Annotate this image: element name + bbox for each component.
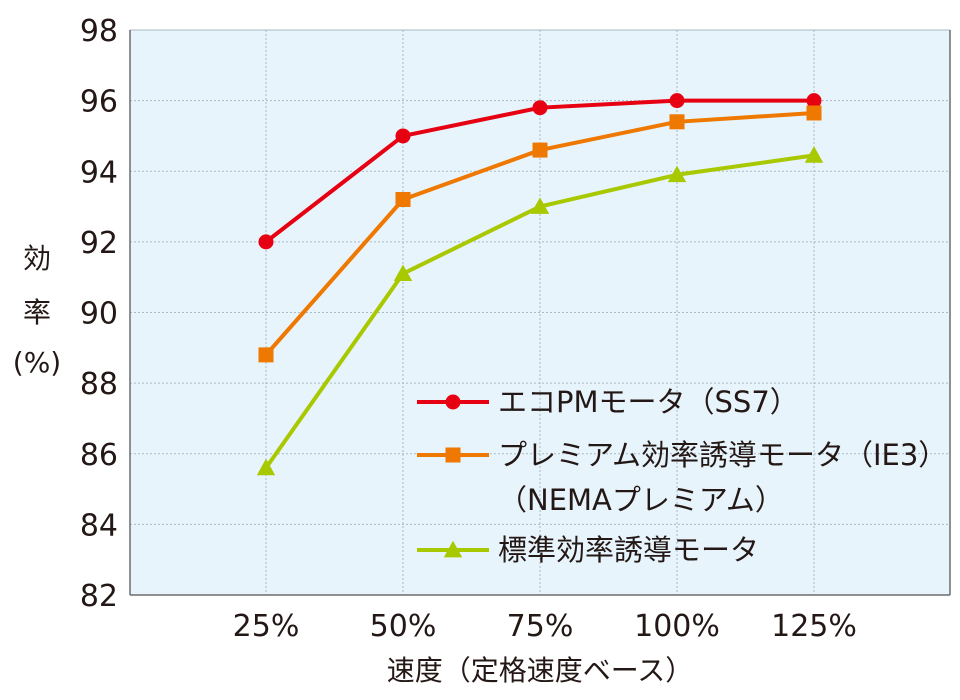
data-point	[395, 128, 411, 144]
y-tick-label: 92	[80, 226, 118, 261]
series-1	[258, 93, 822, 250]
y-tick-label: 86	[80, 438, 118, 473]
data-point	[256, 458, 276, 476]
y-label-part: 率	[23, 296, 51, 329]
data-point	[258, 234, 274, 250]
data-point	[669, 93, 685, 109]
y-tick-label: 88	[80, 367, 118, 402]
x-tick-label: 75%	[507, 609, 574, 644]
legend-label: 標準効率誘導モータ	[498, 533, 759, 567]
axes	[129, 29, 951, 596]
legend-item-1: エコPMモータ（SS7）	[417, 385, 799, 419]
y-axis-label: 効率 (%)	[13, 242, 61, 379]
legend-item-3: 標準効率誘導モータ	[417, 533, 759, 567]
legend-label: プレミアム効率誘導モータ（IE3）	[498, 438, 947, 472]
data-point	[806, 93, 822, 109]
legend: エコPMモータ（SS7） プレミアム効率誘導モータ（IE3） （NEMAプレミアム）…	[417, 385, 947, 567]
data-point	[258, 347, 274, 363]
data-point	[445, 447, 461, 463]
data-point	[669, 114, 685, 130]
x-tick-labels: 25% 50% 75% 100% 125%	[233, 609, 857, 644]
y-tick-label: 94	[80, 155, 118, 190]
data-point	[806, 105, 822, 121]
series-3	[256, 146, 824, 476]
data-point	[393, 264, 413, 282]
data-point	[667, 165, 687, 183]
legend-label: エコPMモータ（SS7）	[498, 385, 799, 419]
data-point	[804, 146, 824, 163]
data-point	[395, 192, 411, 207]
x-axis-label: 速度（定格速度ベース）	[387, 654, 694, 687]
x-tick-label: 100%	[634, 609, 720, 644]
legend-label: （NEMAプレミアム）	[498, 483, 784, 517]
y-tick-label: 98	[80, 14, 118, 49]
y-label-part: 効	[23, 242, 51, 275]
series-2	[258, 105, 822, 363]
x-tick-label: 50%	[370, 609, 437, 644]
y-tick-label: 84	[80, 508, 118, 543]
y-tick-labels: 82 84 86 88 90 92 94 96 98	[80, 14, 118, 614]
series-group	[256, 93, 824, 476]
y-tick-label: 96	[80, 85, 118, 120]
data-point	[532, 100, 548, 116]
y-tick-label: 90	[80, 297, 118, 332]
x-tick-label: 125%	[771, 609, 857, 644]
data-point	[445, 394, 461, 410]
data-point	[530, 197, 550, 214]
x-tick-label: 25%	[233, 609, 300, 644]
legend-item-2: プレミアム効率誘導モータ（IE3） （NEMAプレミアム）	[417, 438, 947, 517]
data-point	[532, 142, 548, 158]
y-label-part: (%)	[13, 346, 61, 379]
y-tick-label: 82	[80, 579, 118, 614]
data-point	[443, 540, 463, 558]
